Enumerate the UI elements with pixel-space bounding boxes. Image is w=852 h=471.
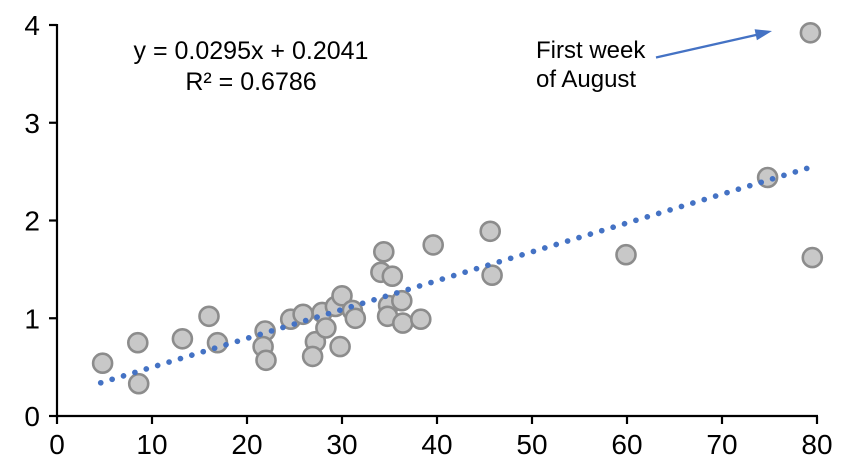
x-tick-label: 20 (231, 429, 262, 460)
data-point (171, 327, 194, 350)
y-tick-label: 3 (24, 108, 40, 139)
data-point (801, 246, 824, 269)
data-point (481, 264, 503, 287)
data-point (127, 372, 150, 395)
data-point (315, 317, 337, 339)
trendline (97, 165, 811, 386)
y-tick-label: 0 (24, 401, 40, 432)
y-tick-label: 4 (24, 10, 40, 41)
data-point (390, 289, 413, 312)
data-point (331, 284, 353, 307)
x-tick-label: 40 (421, 429, 452, 460)
annotation-arrow-line (655, 33, 758, 59)
data-point (198, 305, 220, 328)
data-point (479, 220, 502, 243)
data-point (329, 335, 351, 358)
data-point (409, 308, 432, 331)
data-point (344, 307, 367, 330)
r-squared-label: R² = 0.6786 (185, 68, 316, 96)
data-point (422, 234, 445, 256)
data-point (127, 331, 149, 354)
annotation-arrow-head-icon (754, 29, 772, 41)
x-axis-ticks: 0 10 20 30 40 50 60 70 80 (49, 416, 833, 460)
data-point (391, 312, 414, 334)
trendline-equation-label: y = 0.0295x + 0.2041 (134, 37, 369, 65)
y-tick-label: 2 (24, 206, 40, 237)
x-tick-label: 10 (136, 429, 167, 460)
annotation-text-line1: First week (536, 37, 646, 64)
data-point (301, 345, 324, 368)
y-axis-ticks: 0 1 2 3 4 (24, 10, 57, 432)
data-point (372, 241, 395, 263)
x-tick-label: 0 (49, 429, 65, 460)
y-tick-label: 1 (24, 303, 40, 334)
annotation-text-line2: of August (536, 66, 636, 93)
x-tick-label: 80 (801, 429, 832, 460)
axes (55, 24, 818, 418)
annotation-arrow (655, 29, 772, 59)
data-point (381, 265, 404, 288)
x-tick-label: 30 (326, 429, 357, 460)
data-points (91, 21, 824, 395)
data-point (615, 243, 637, 266)
data-point (799, 21, 822, 44)
x-tick-label: 60 (611, 429, 642, 460)
x-tick-label: 70 (706, 429, 737, 460)
data-point (255, 349, 277, 372)
x-tick-label: 50 (516, 429, 547, 460)
data-point (91, 352, 114, 375)
